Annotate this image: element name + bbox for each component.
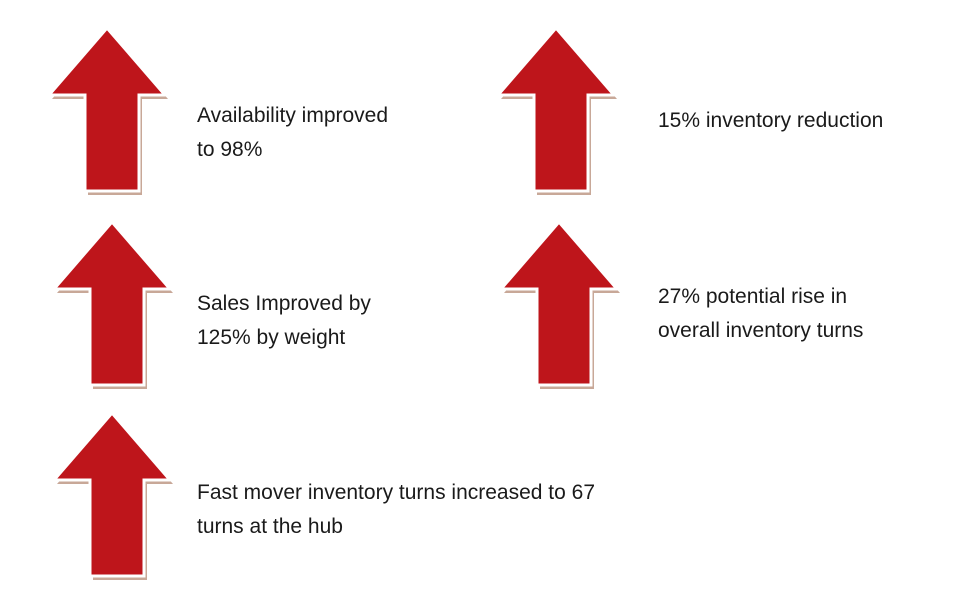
arrow-up-icon [50, 410, 174, 583]
item-label-line: overall inventory turns [658, 319, 864, 342]
item-label-line: Sales Improved by [197, 292, 371, 315]
arrow-up-icon [497, 219, 621, 392]
arrow-up-icon [494, 25, 618, 198]
arrow-up-icon [50, 219, 174, 392]
item-label-line: turns at the hub [197, 515, 343, 538]
item-label-fast-mover: Fast mover inventory turns increased to … [197, 476, 595, 544]
item-label-sales: Sales Improved by 125% by weight [197, 287, 371, 355]
item-label-line: 27% potential rise in [658, 285, 848, 308]
item-label-inventory-turns: 27% potential rise in overall inventory … [658, 280, 863, 348]
item-label-line: to 98% [197, 138, 263, 161]
item-label-line: Fast mover inventory turns increased to … [197, 481, 596, 504]
item-label-inventory-reduction: 15% inventory reduction [658, 104, 883, 138]
item-label-line: 125% by weight [197, 326, 346, 349]
arrow-up-icon [45, 25, 169, 198]
item-label-line: Availability improved [197, 104, 389, 127]
item-label-availability: Availability improved to 98% [197, 99, 388, 167]
item-label-line: 15% inventory reduction [658, 109, 884, 132]
